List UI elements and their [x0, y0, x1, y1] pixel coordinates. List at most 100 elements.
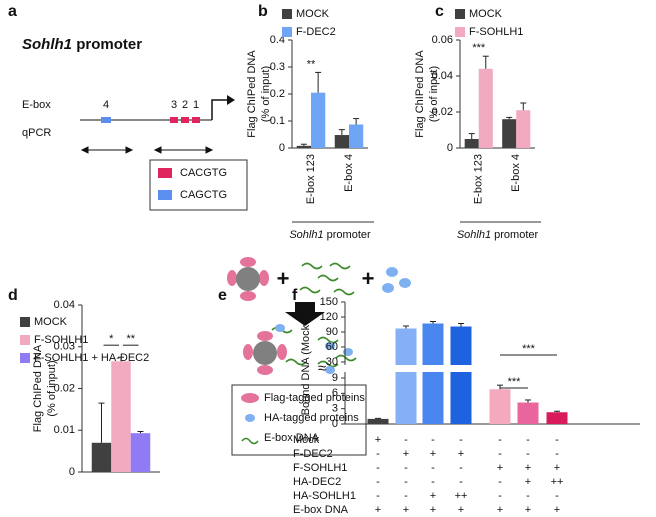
panel-letter: a	[8, 3, 17, 20]
bar	[334, 135, 349, 148]
legend-label: MOCK	[469, 8, 503, 20]
legend-label: E-box DNA	[264, 432, 320, 444]
y-tick-label: 150	[320, 296, 338, 308]
legend-swatch	[241, 437, 259, 445]
bar	[91, 442, 112, 472]
x-axis-label: Sohlh1 promoter	[289, 229, 371, 241]
condition-cell: +	[403, 448, 409, 460]
significance: **	[126, 333, 135, 345]
legend-label: F-DEC2	[296, 26, 336, 38]
title-rest: promoter	[76, 36, 142, 53]
legend-swatch	[455, 27, 465, 37]
panel-letter: e	[218, 287, 227, 304]
qpcr-arrows	[80, 146, 214, 154]
condition-cell: -	[526, 448, 530, 460]
condition-label: Mock	[293, 434, 320, 446]
y-tick-label: 30	[326, 356, 338, 368]
gene-name: Sohlh1	[457, 229, 491, 241]
legend-label: Flag-tagged proteins	[264, 392, 365, 404]
condition-cell: -	[498, 476, 502, 488]
bar	[111, 361, 131, 472]
x-axis-label-rest: promoter	[327, 229, 371, 241]
ha-protein	[275, 324, 353, 374]
bar	[450, 326, 472, 365]
y-tick-label: 0.02	[432, 106, 453, 118]
condition-cell: -	[526, 434, 530, 446]
condition-cell: +	[458, 448, 464, 460]
qpcr-label: qPCR	[22, 127, 51, 139]
condition-cell: -	[555, 448, 559, 460]
legend-label: F-SOHLH1 + HA-DEC2	[34, 352, 149, 364]
site-number: 1	[193, 99, 199, 111]
y-tick-label: 0.4	[270, 34, 285, 46]
condition-cell: +	[497, 462, 503, 474]
panel-letter: f	[292, 287, 298, 304]
panel-a: a Sohlh1 promoter E-box 4 3 2 1 qPCR CAC…	[8, 3, 248, 211]
y-tick-label: 0	[447, 142, 453, 154]
bar	[502, 119, 517, 148]
significance: ***	[508, 376, 522, 388]
y-axis-label: Bound DNA (Mock=1)	[300, 309, 312, 416]
condition-cell: +	[375, 434, 381, 446]
y-tick-label: 0.06	[432, 34, 453, 46]
condition-label: HA-DEC2	[293, 476, 341, 488]
x-tick-label: E-box 123	[473, 154, 485, 204]
bar	[395, 328, 417, 365]
significance: ***	[472, 42, 486, 54]
down-arrow	[285, 302, 325, 326]
condition-cell: +	[525, 504, 531, 516]
ebox-dna	[299, 262, 355, 296]
legend-swatch	[282, 9, 292, 19]
promoter-title: Sohlh1 promoter	[22, 36, 142, 53]
protein-core	[236, 267, 260, 291]
bar	[517, 402, 539, 424]
legend-box	[231, 384, 367, 456]
axis-break: ≈	[318, 360, 326, 377]
y-tick-label: 0.01	[54, 424, 75, 436]
y-tick-label: 0.2	[270, 88, 285, 100]
plus: +	[277, 266, 290, 291]
condition-cell: +	[525, 476, 531, 488]
ebox-dna	[271, 326, 357, 368]
y-axis-label: Flag ChIPed DNA	[246, 50, 258, 138]
legend-label: F-SOHLH1	[34, 334, 88, 346]
site-number: 4	[103, 99, 109, 111]
panel-letter: c	[435, 3, 444, 20]
ha-protein	[382, 267, 411, 293]
x-tick-label: E-box 123	[305, 154, 317, 204]
protein-core	[253, 341, 277, 365]
legend-swatch	[245, 414, 255, 422]
legend-swatch	[20, 335, 30, 345]
condition-label: F-DEC2	[293, 448, 333, 460]
condition-cell: -	[404, 434, 408, 446]
condition-cell: -	[555, 490, 559, 502]
y-axis-label: (% of input)	[260, 66, 272, 122]
panel-letter: b	[258, 3, 268, 20]
bar	[296, 145, 311, 148]
y-tick-label: 0	[69, 466, 75, 478]
legend-label: F-SOHLH1	[469, 26, 523, 38]
legend-swatch	[282, 27, 292, 37]
condition-cell: +	[497, 504, 503, 516]
legend-swatch	[241, 393, 259, 403]
panel-letter: d	[8, 287, 18, 304]
x-axis-label: Sohlh1 promoter	[457, 229, 539, 241]
flag-protein	[227, 257, 269, 301]
ebox-label: E-box	[22, 99, 51, 111]
significance: ***	[522, 343, 536, 355]
x-tick-label: E-box 4	[510, 154, 522, 192]
y-axis-label: (% of input)	[428, 66, 440, 122]
condition-cell: +	[458, 504, 464, 516]
condition-cell: -	[431, 476, 435, 488]
condition-cell: -	[498, 490, 502, 502]
bar	[422, 323, 444, 365]
tss-arrowhead	[227, 95, 235, 105]
bar	[516, 110, 531, 148]
y-tick-label: 0.04	[54, 299, 75, 311]
condition-cell: -	[555, 434, 559, 446]
legend-swatch	[20, 353, 30, 363]
condition-cell: -	[404, 462, 408, 474]
legend-swatch	[158, 168, 172, 178]
condition-cell: -	[376, 462, 380, 474]
condition-cell: +	[525, 462, 531, 474]
